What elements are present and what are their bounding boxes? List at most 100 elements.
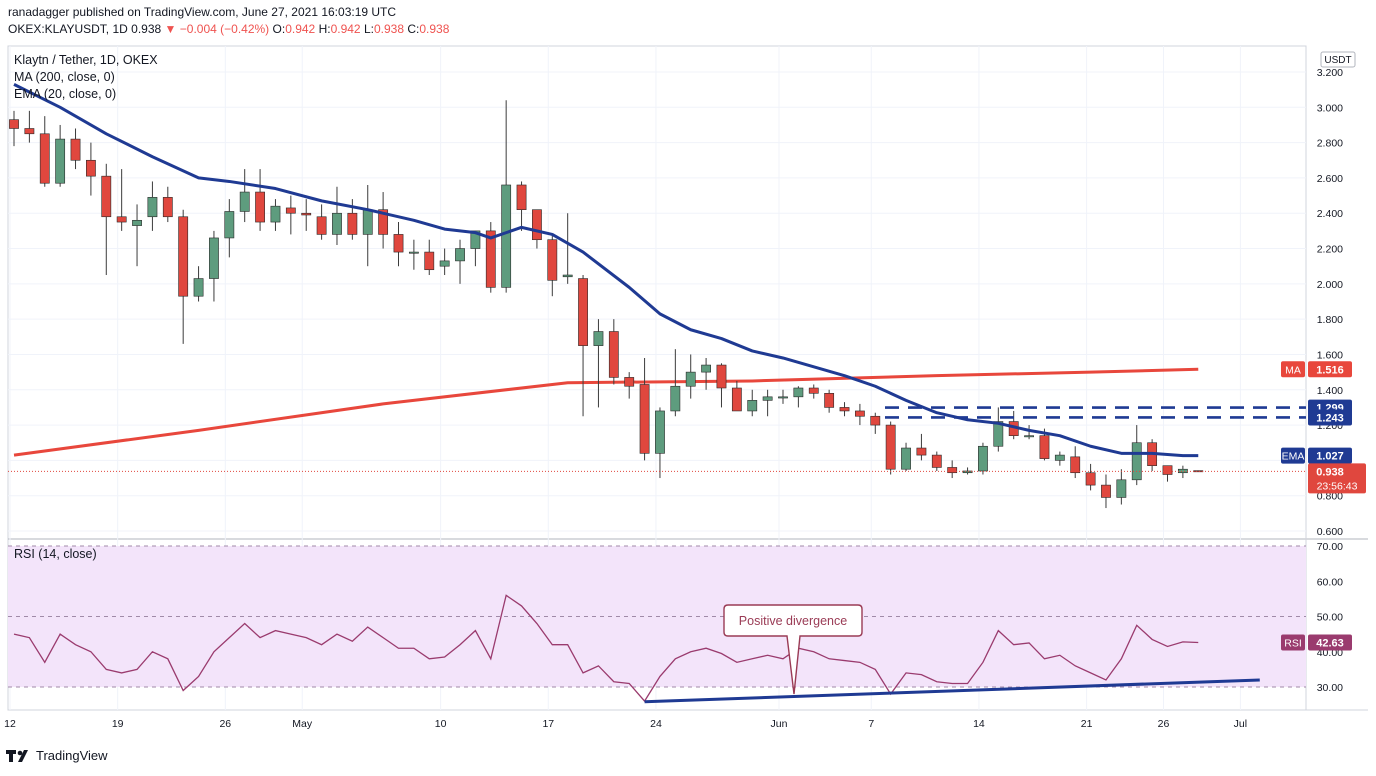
candle [624, 372, 635, 399]
ema-value-label-tag-text: EMA [1282, 451, 1305, 463]
candle [1070, 446, 1081, 479]
candle [885, 421, 896, 475]
candle-body [608, 331, 619, 378]
legend-title: Klaytn / Tether, 1D, OKEX [14, 53, 158, 67]
time-tick-label: Jul [1234, 718, 1247, 730]
price-axis[interactable]: 3.200 3.000 2.800 2.600 2.400 2.200 2.000 1.800… [1317, 67, 1343, 694]
level-1243-label-bg [1308, 409, 1352, 426]
candle [716, 363, 727, 408]
candle-body [839, 407, 850, 412]
resistance-levels [8, 406, 1306, 472]
candle-body [624, 377, 635, 387]
candle [193, 266, 204, 302]
rsi-tag-text: RSI [1284, 637, 1302, 649]
candle-body [747, 400, 758, 412]
candle [301, 199, 312, 231]
candle-body [1024, 435, 1034, 438]
candle [562, 213, 573, 284]
candle [793, 386, 804, 408]
candle-body [901, 447, 911, 470]
ema-line [13, 83, 1199, 458]
candle-body [24, 128, 35, 135]
candle-body [1131, 442, 1142, 481]
high-label: H: [318, 22, 331, 36]
candle-body [378, 209, 389, 235]
candle [270, 199, 281, 231]
candle [316, 204, 327, 240]
rsi-tick-label: 50.00 [1317, 612, 1343, 624]
currency-label: USDT [1324, 55, 1351, 66]
candle [655, 407, 665, 479]
candle [501, 100, 512, 293]
open-label: O: [272, 22, 286, 36]
candle [209, 230, 219, 302]
candle [101, 163, 112, 276]
candle-body [808, 387, 819, 394]
candle [978, 442, 988, 475]
ma-value-label-tag-text: MA [1285, 364, 1301, 376]
currency-badge[interactable] [1320, 51, 1356, 68]
candle [55, 124, 66, 187]
candle [39, 116, 50, 187]
time-axis[interactable]: 12 19 26 May 10 17 24 Jun 7 14 21 26 Jul [4, 718, 1247, 730]
candle-body [1177, 468, 1188, 474]
candle-body [285, 207, 296, 214]
candle [1116, 469, 1127, 505]
candle-body [1070, 456, 1081, 474]
rsi-band [8, 545, 1306, 688]
rsi-tick-label: 60.00 [1317, 576, 1343, 588]
price-tick-label: 3.200 [1317, 67, 1343, 79]
candle-body [593, 331, 604, 346]
candle-body [931, 454, 942, 468]
candle [485, 222, 496, 293]
price-tick-label: 1.600 [1317, 349, 1343, 361]
candle [470, 230, 481, 267]
time-tick-label: 21 [1081, 718, 1093, 730]
rsi-value-text: 42.63 [1316, 637, 1344, 649]
candle [362, 184, 373, 267]
candle-body [993, 421, 1004, 447]
candle-body [685, 371, 696, 387]
candle [916, 433, 927, 461]
symbol-ohlc-line: OKEX:KLAYUSDT, 1D 0.938 ▼ −0.004 (−0.42%… [8, 22, 449, 36]
level-1243-label-text: 1.243 [1316, 412, 1344, 424]
rsi-tag-bg [1281, 634, 1305, 651]
price-tick-label: 0.800 [1317, 491, 1343, 503]
candle-body [101, 175, 112, 218]
candle-body [962, 470, 973, 474]
candle-body [439, 260, 450, 267]
candle [731, 380, 742, 412]
candle-body [147, 197, 158, 218]
candle [701, 357, 711, 390]
candle [70, 128, 81, 170]
candle-body [578, 278, 588, 346]
current-price-text: 0.938 [1316, 466, 1344, 478]
time-tick-label: 24 [650, 718, 662, 730]
legend-ma: MA (200, close, 0) [14, 70, 115, 84]
candle-body [239, 191, 250, 212]
price-tick-label: 2.000 [1317, 279, 1343, 291]
price-tick-label: 2.200 [1317, 244, 1343, 256]
high-value: 0.942 [330, 22, 361, 36]
candle-body [70, 138, 81, 161]
candle-body [1116, 479, 1127, 498]
candle-body [870, 415, 881, 426]
price-tick-label: 1.400 [1317, 385, 1343, 397]
rsi-line [13, 594, 1260, 704]
low-label: L: [363, 22, 374, 36]
footer-brand: TradingView [36, 748, 108, 763]
candle-body [424, 251, 435, 271]
level-1243-label-group: 1.243 [1308, 409, 1352, 426]
candle-body [224, 211, 235, 239]
candle [1193, 470, 1204, 473]
candle-body [731, 387, 742, 412]
candle [532, 209, 542, 249]
candle-body [362, 209, 373, 235]
candle-body [132, 219, 142, 226]
rsi-14-line [13, 594, 1199, 703]
ma-value-label-tag-bg [1281, 361, 1305, 378]
price-tick-label: 3.000 [1317, 102, 1343, 114]
candle-body [39, 133, 50, 184]
